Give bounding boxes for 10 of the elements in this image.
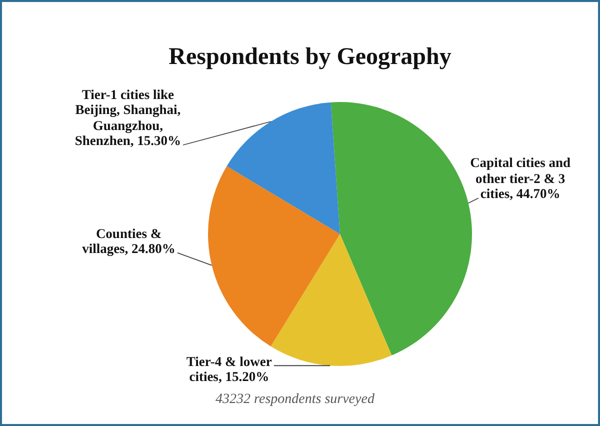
pie-slice <box>226 102 340 234</box>
slice-label: Tier-1 cities like Beijing, Shanghai, Guangzhou, Shenzhen, 15.30% <box>74 86 182 149</box>
pie-slice <box>330 102 472 356</box>
pie-slice <box>270 234 392 366</box>
slice-label: Tier-4 & lower cities, 15.20% <box>185 352 273 385</box>
slice-label: Capital cities and other tier-2 & 3 cities, 44.70% <box>469 154 572 202</box>
slice-label: Counties & villages, 24.80% <box>81 224 176 257</box>
chart-title: Respondents by Geography <box>168 43 452 71</box>
pie-slice <box>208 166 340 346</box>
text: 43232 respondents surveyed <box>214 391 376 409</box>
